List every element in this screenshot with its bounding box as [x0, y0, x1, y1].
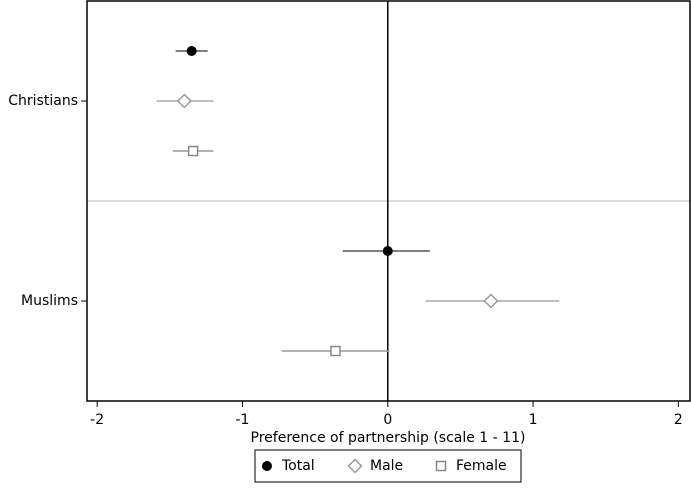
marker: [483, 293, 499, 309]
plot-frame: [86, 0, 691, 402]
legend-label: Total: [281, 458, 315, 474]
legend-label: Female: [456, 458, 507, 474]
x-tick-label: 0: [383, 412, 392, 428]
legend-label: Male: [370, 458, 403, 474]
x-axis-label: Preference of partnership (scale 1 - 11): [251, 430, 526, 446]
marker: [435, 460, 447, 472]
x-tick-label: 2: [674, 412, 683, 428]
marker: [176, 93, 192, 109]
legend: Total Male Female: [254, 449, 522, 483]
marker: [186, 46, 197, 56]
x-tick-label: 1: [529, 412, 538, 428]
marker: [382, 246, 393, 256]
marker: [187, 145, 199, 157]
marker: [262, 461, 272, 471]
y-tick-label: Christians: [8, 93, 78, 109]
marker: [330, 345, 341, 357]
x-tick-label: -1: [235, 412, 249, 428]
x-tick-label: -2: [90, 412, 104, 428]
legend-box: [254, 449, 522, 483]
marker: [347, 458, 363, 474]
y-tick-label: Muslims: [21, 293, 78, 309]
